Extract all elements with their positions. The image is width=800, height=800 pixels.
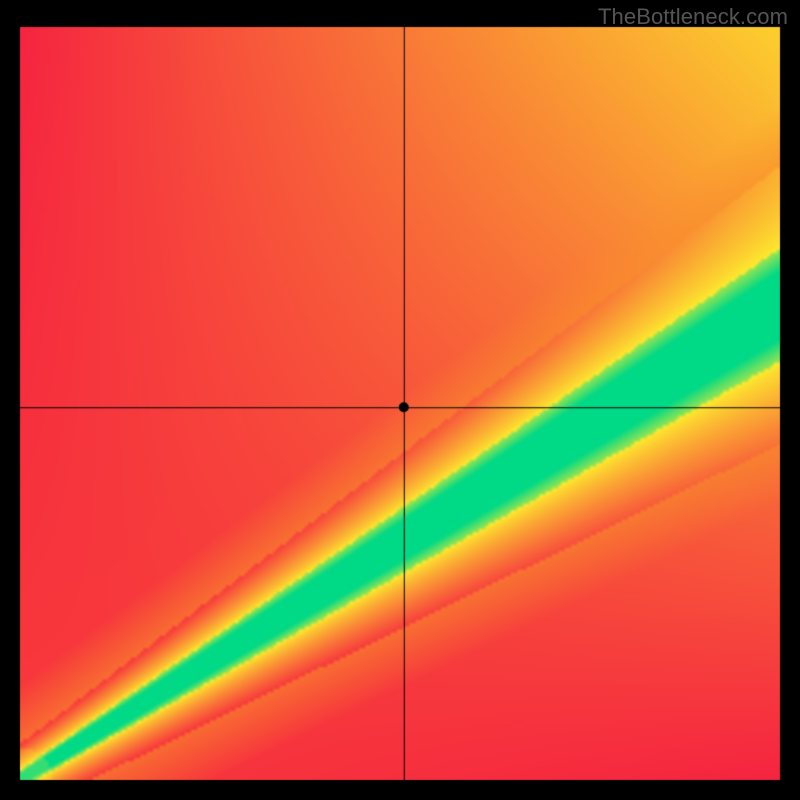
heatmap-canvas [0,0,800,800]
watermark-text: TheBottleneck.com [598,4,788,30]
bottleneck-heatmap-chart: TheBottleneck.com [0,0,800,800]
